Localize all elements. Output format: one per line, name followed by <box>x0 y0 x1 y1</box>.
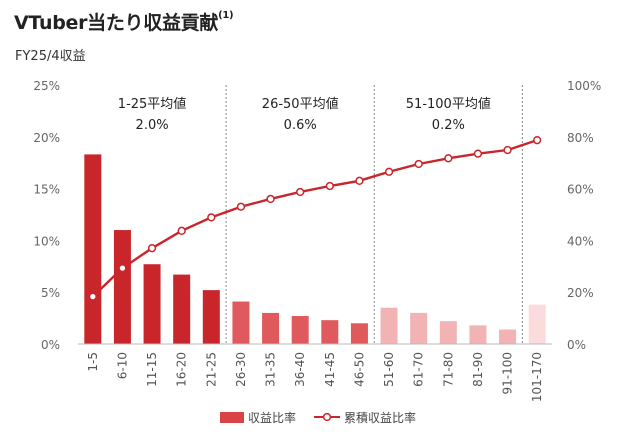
x-category-label: 71-80 <box>441 352 455 387</box>
bar-revenue-share <box>499 329 517 344</box>
cumulative-share-point <box>118 263 127 273</box>
cumulative-share-point <box>503 145 512 155</box>
x-category-label: 26-30 <box>234 352 248 387</box>
x-category-label: 1-5 <box>86 352 100 372</box>
bar-revenue-share <box>84 154 102 344</box>
bar-revenue-share <box>232 301 250 344</box>
x-category-label: 36-40 <box>293 352 307 387</box>
bar-revenue-share <box>143 264 161 344</box>
x-category-label: 81-90 <box>471 352 485 387</box>
y-right-tick-label: 100% <box>567 79 601 93</box>
x-category-label: 46-50 <box>352 352 366 387</box>
cumulative-share-point <box>207 213 216 222</box>
cumulative-share-point <box>266 194 275 204</box>
x-category-label: 101-170 <box>530 352 544 402</box>
y-left-tick-label: 25% <box>33 79 60 93</box>
cumulative-share-point <box>473 149 483 158</box>
bar-revenue-share <box>262 312 280 344</box>
cumulative-share-point <box>177 226 186 235</box>
cumulative-share-point <box>444 154 453 163</box>
chart-subtitle: FY25/4収益 <box>15 49 86 64</box>
cumulative-share-point <box>384 167 394 176</box>
bar-revenue-share <box>410 312 428 344</box>
x-category-label: 6-10 <box>115 352 129 379</box>
cumulative-share-point <box>147 244 157 253</box>
cumulative-share-point <box>88 292 97 301</box>
group-average-value: 0.6% <box>284 118 317 133</box>
x-category-label: 16-20 <box>175 352 189 387</box>
bar-revenue-share <box>202 290 220 344</box>
x-category-label: 31-35 <box>264 352 278 387</box>
group-average-value: 0.2% <box>432 118 465 133</box>
bar-revenue-share <box>173 274 191 344</box>
bar-revenue-share <box>469 325 487 344</box>
y-left-tick-label: 15% <box>33 183 60 197</box>
cumulative-share-point <box>325 181 334 191</box>
cumulative-share-point <box>236 202 246 211</box>
legend-bar-swatch <box>220 412 244 423</box>
bar-revenue-share <box>528 304 546 344</box>
bar-revenue-share <box>439 321 457 344</box>
cumulative-share-line <box>91 139 538 298</box>
y-right-tick-label: 60% <box>567 183 594 197</box>
legend-line-marker <box>322 412 332 422</box>
bar-revenue-share <box>380 307 398 344</box>
x-category-label: 41-45 <box>323 352 337 387</box>
bar-revenue-share <box>350 323 368 344</box>
bar-revenue-share <box>291 316 309 344</box>
chart-title: VTuber当たり収益貢献(1) <box>14 10 234 34</box>
group-label: 26-50平均値 <box>262 96 339 112</box>
legend-line-label: 累積収益比率 <box>344 410 416 425</box>
group-label: 51-100平均値 <box>406 96 491 112</box>
x-category-label: 51-60 <box>382 352 396 387</box>
x-category-label: 91-100 <box>501 352 515 395</box>
y-left-tick-label: 10% <box>33 234 60 248</box>
cumulative-share-point <box>414 159 423 169</box>
x-category-label: 21-25 <box>204 352 218 387</box>
bar-revenue-share <box>321 320 339 344</box>
y-left-tick-label: 20% <box>33 131 60 145</box>
y-right-tick-label: 40% <box>567 234 594 248</box>
x-category-label: 61-70 <box>412 352 426 387</box>
cumulative-share-point <box>296 187 305 197</box>
y-right-tick-label: 0% <box>567 338 586 352</box>
cumulative-share-point <box>355 176 364 185</box>
legend-bar-label: 収益比率 <box>248 410 296 425</box>
cumulative-share-point <box>533 136 542 145</box>
x-category-label: 11-15 <box>145 352 159 387</box>
y-right-tick-label: 80% <box>567 131 594 145</box>
y-right-tick-label: 20% <box>567 286 594 300</box>
title-footnote-marker: (1) <box>218 10 234 21</box>
group-average-value: 2.0% <box>136 118 169 133</box>
bar-revenue-share <box>113 230 131 344</box>
y-left-tick-label: 5% <box>41 286 60 300</box>
y-left-tick-label: 0% <box>41 338 60 352</box>
group-label: 1-25平均値 <box>118 96 187 112</box>
